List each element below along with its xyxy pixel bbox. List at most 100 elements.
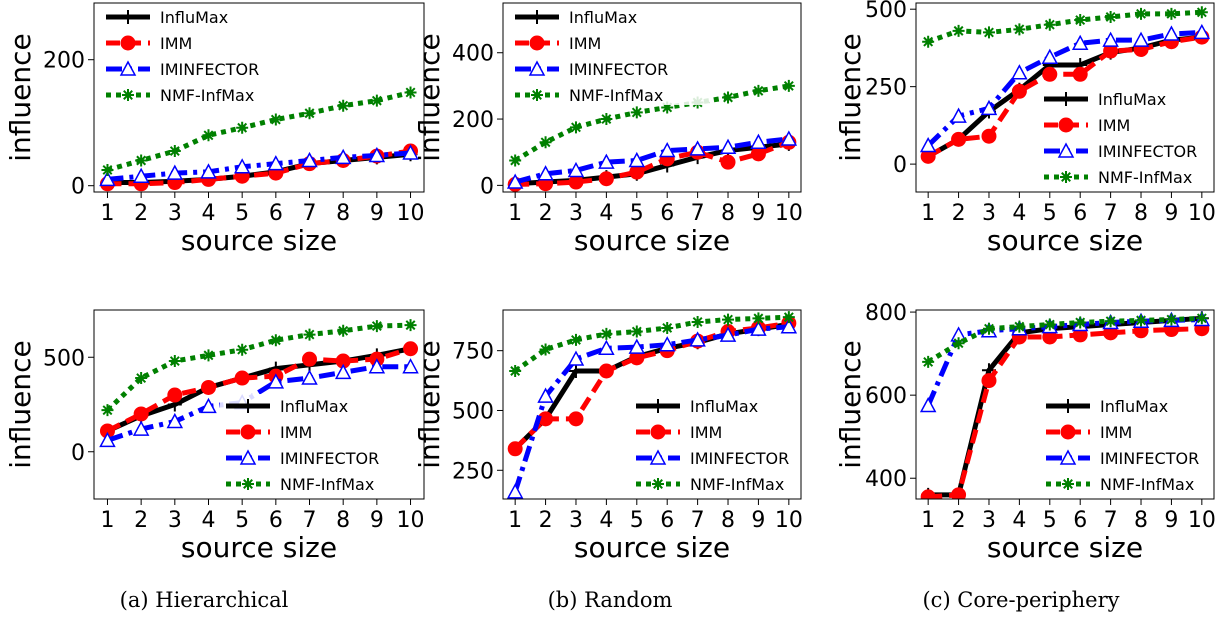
data-point <box>1074 316 1087 329</box>
data-point <box>1013 23 1026 36</box>
x-tick-label: 2 <box>134 201 148 226</box>
y-tick-label: 200 <box>43 49 85 74</box>
x-tick-label: 4 <box>201 508 215 533</box>
data-point <box>600 327 613 340</box>
data-point <box>135 372 148 385</box>
data-point <box>600 113 613 126</box>
x-tick-label: 5 <box>630 508 644 533</box>
data-point <box>752 84 765 97</box>
legend-marker <box>121 10 135 24</box>
x-tick-label: 2 <box>134 508 148 533</box>
series-nmf-infmax <box>922 312 1208 368</box>
data-point <box>719 326 737 342</box>
x-axis-label: source size <box>987 531 1143 564</box>
legend: InfluMax IMM IMINFECTOR NMF-InfMax <box>1040 394 1212 494</box>
data-point <box>782 79 795 92</box>
data-point <box>752 312 765 325</box>
x-tick-label: 2 <box>539 508 553 533</box>
series-iminfector <box>99 144 419 187</box>
legend: InfluMax IMM IMINFECTOR NMF-InfMax <box>630 394 798 494</box>
y-tick-label: 500 <box>452 399 494 424</box>
data-point <box>630 106 643 119</box>
x-tick-label: 6 <box>269 508 283 533</box>
legend-marker <box>1057 142 1075 158</box>
data-point <box>404 319 417 332</box>
x-tick-label: 10 <box>775 201 803 226</box>
chart-panel-3: 1 2 3 4 5 6 7 8 9 10 0 250 500 source size influence In… <box>834 0 1216 257</box>
y-axis-label: influence <box>413 340 446 469</box>
x-tick-label: 7 <box>303 201 317 226</box>
series-line <box>925 317 1202 407</box>
x-tick-label: 8 <box>336 508 350 533</box>
data-point <box>567 350 585 366</box>
series-line <box>926 34 1203 159</box>
data-point <box>661 101 674 114</box>
caption-hierarchical: (a) Hierarchical <box>119 588 289 612</box>
chart-panel-2: 1 2 3 4 5 6 7 8 9 10 0 200 400 source size influence In… <box>413 2 803 257</box>
x-tick-label: 10 <box>775 508 803 533</box>
data-point <box>404 86 417 99</box>
data-point <box>750 133 767 150</box>
data-point <box>628 338 646 354</box>
data-point <box>628 151 646 168</box>
x-tick-label: 7 <box>303 508 317 533</box>
legend-label: IMM <box>1098 116 1130 135</box>
y-tick-label: 500 <box>43 346 85 371</box>
x-tick-label: 6 <box>660 201 674 226</box>
data-point <box>780 130 798 146</box>
legend-label: IMINFECTOR <box>1100 449 1199 468</box>
data-point <box>402 358 419 374</box>
data-point <box>368 146 386 163</box>
data-point <box>568 364 583 379</box>
legend-label: InfluMax <box>1098 90 1166 109</box>
plot-frame <box>502 309 802 500</box>
x-tick-label: 2 <box>952 508 966 533</box>
chart-panel-1: 1 2 3 4 5 6 7 8 9 10 0 200 source size influence Influ… <box>4 2 425 257</box>
data-point <box>981 128 997 144</box>
x-tick-label: 7 <box>1104 508 1118 533</box>
data-point <box>132 167 150 183</box>
data-point <box>569 121 582 134</box>
data-point <box>509 365 522 378</box>
x-tick-label: 7 <box>1104 201 1118 226</box>
data-point <box>1043 318 1056 331</box>
data-point <box>719 138 737 154</box>
x-tick-label: 10 <box>1188 201 1216 226</box>
data-point <box>919 396 937 413</box>
data-point <box>537 387 554 403</box>
x-tick-label: 7 <box>691 201 705 226</box>
x-tick-label: 3 <box>982 201 996 226</box>
series-line <box>512 324 790 493</box>
x-axis-label: source size <box>181 531 337 564</box>
x-tick-label: 10 <box>1188 508 1216 533</box>
x-tick-label: 5 <box>630 201 644 226</box>
data-point <box>1013 320 1026 333</box>
data-point <box>980 99 998 116</box>
data-point <box>1132 31 1150 47</box>
data-point <box>1135 314 1148 327</box>
legend-marker <box>1060 171 1072 183</box>
legend-marker <box>650 424 666 440</box>
y-axis-label: influence <box>4 340 37 469</box>
legend-label: IMINFECTOR <box>569 60 668 79</box>
data-point <box>658 141 676 158</box>
x-tick-label: 3 <box>569 201 583 226</box>
plot-frame <box>915 309 1215 500</box>
legend-label: IMINFECTOR <box>160 60 259 79</box>
x-tick-label: 6 <box>1073 201 1087 226</box>
data-point <box>168 145 181 158</box>
x-tick-label: 1 <box>100 201 114 226</box>
x-tick-label: 4 <box>599 508 613 533</box>
series-iminfector <box>506 130 798 189</box>
series-nmf-infmax <box>101 86 417 176</box>
legend-marker <box>120 35 136 51</box>
legend-marker <box>119 60 137 76</box>
data-point <box>301 151 318 168</box>
data-point <box>269 113 282 126</box>
data-point <box>370 94 383 107</box>
legend-label: IMM <box>1100 423 1132 442</box>
x-tick-label: 1 <box>508 201 522 226</box>
series-line <box>927 9 1202 45</box>
y-tick-label: 0 <box>71 441 85 466</box>
data-point <box>722 91 735 104</box>
